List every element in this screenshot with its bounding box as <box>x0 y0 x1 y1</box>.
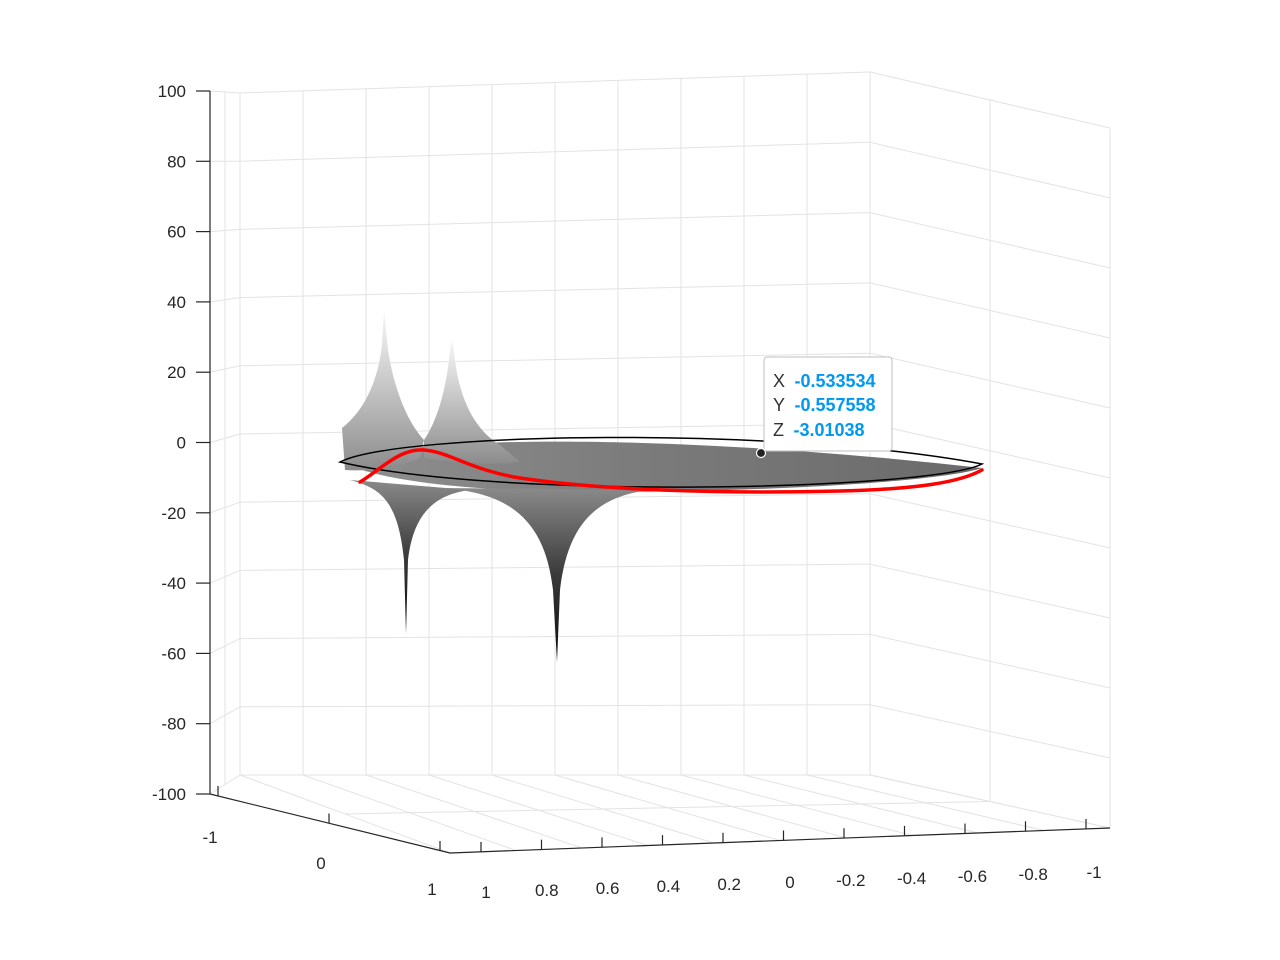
datatip-y-label: Y <box>773 395 785 415</box>
surface[interactable] <box>342 308 982 662</box>
surface-spike-up-1 <box>342 308 424 471</box>
z-tick-label: -40 <box>161 574 186 593</box>
datatip-z-value: -3.01038 <box>793 420 864 440</box>
z-tick-label: -20 <box>161 504 186 523</box>
tick-marks <box>196 90 1087 852</box>
x-tick-label: 0.2 <box>717 875 741 894</box>
datatip-z-label: Z <box>773 420 784 440</box>
datatip-x-value: -0.533534 <box>794 371 875 391</box>
svg-text:Y -0.557558: Y -0.557558 <box>773 395 876 415</box>
x-tick-label: -0.2 <box>836 871 865 890</box>
circle-outline <box>337 436 985 488</box>
z-tick-label: 20 <box>167 363 186 382</box>
datatip-marker <box>755 447 767 459</box>
grid-back-horizontal <box>239 352 871 367</box>
x-tick-label: 0 <box>785 873 794 892</box>
grid-back-horizontal <box>239 71 871 94</box>
grid-back-horizontal <box>239 633 871 640</box>
x-tick-label: -0.8 <box>1019 865 1048 884</box>
svg-text:X -0.533534: X -0.533534 <box>773 371 876 391</box>
surface-spike-down-1 <box>350 480 470 634</box>
z-tick-label: 80 <box>167 152 186 171</box>
surface-spike-up-2 <box>424 338 520 464</box>
y-tick-label: -1 <box>202 828 217 847</box>
grid-floor-y <box>344 801 991 815</box>
z-tick-label: 100 <box>158 82 186 101</box>
datatip-x-label: X <box>773 371 785 391</box>
z-tick-label: 40 <box>167 293 186 312</box>
datatip-box <box>763 356 893 452</box>
datatip-y-value: -0.557558 <box>794 395 875 415</box>
z-tick-label: 0 <box>177 434 186 453</box>
x-tick-label: 0.4 <box>657 877 681 896</box>
z-tick-label: 60 <box>167 223 186 242</box>
grid-back-horizontal <box>239 704 871 708</box>
x-tick-label: -0.4 <box>897 869 926 888</box>
z-tick-label: -80 <box>161 715 186 734</box>
x-axis-line <box>449 827 1111 854</box>
grid-lines <box>209 71 1111 854</box>
y-axis-line <box>209 793 451 854</box>
grid-back-horizontal <box>239 282 871 299</box>
x-tick-label: 0.6 <box>596 879 620 898</box>
grid-back-horizontal <box>239 212 871 230</box>
z-tick-label: -100 <box>152 785 186 804</box>
svg-text:Z -3.01038: Z -3.01038 <box>773 420 865 440</box>
x-tick-label: -1 <box>1086 863 1101 882</box>
y-tick-label: 0 <box>316 854 325 873</box>
x-tick-label: 1 <box>481 883 490 902</box>
y-tick-label: 1 <box>427 880 436 899</box>
x-tick-label: 0.8 <box>535 881 559 900</box>
boundary-curve <box>358 448 984 494</box>
tick-labels: 100 80 60 40 20 0 -20 -40 -60 -80 -100 -1 0 1 1 0.8 0.6 0… <box>152 82 1102 902</box>
datatip[interactable]: X -0.533534 Y -0.557558 Z -3.01038 <box>755 356 893 459</box>
surface-spike-down-2 <box>440 488 650 662</box>
z-tick-label: -60 <box>161 644 186 663</box>
x-tick-label: -0.6 <box>958 867 987 886</box>
grid-back-horizontal <box>239 141 871 162</box>
